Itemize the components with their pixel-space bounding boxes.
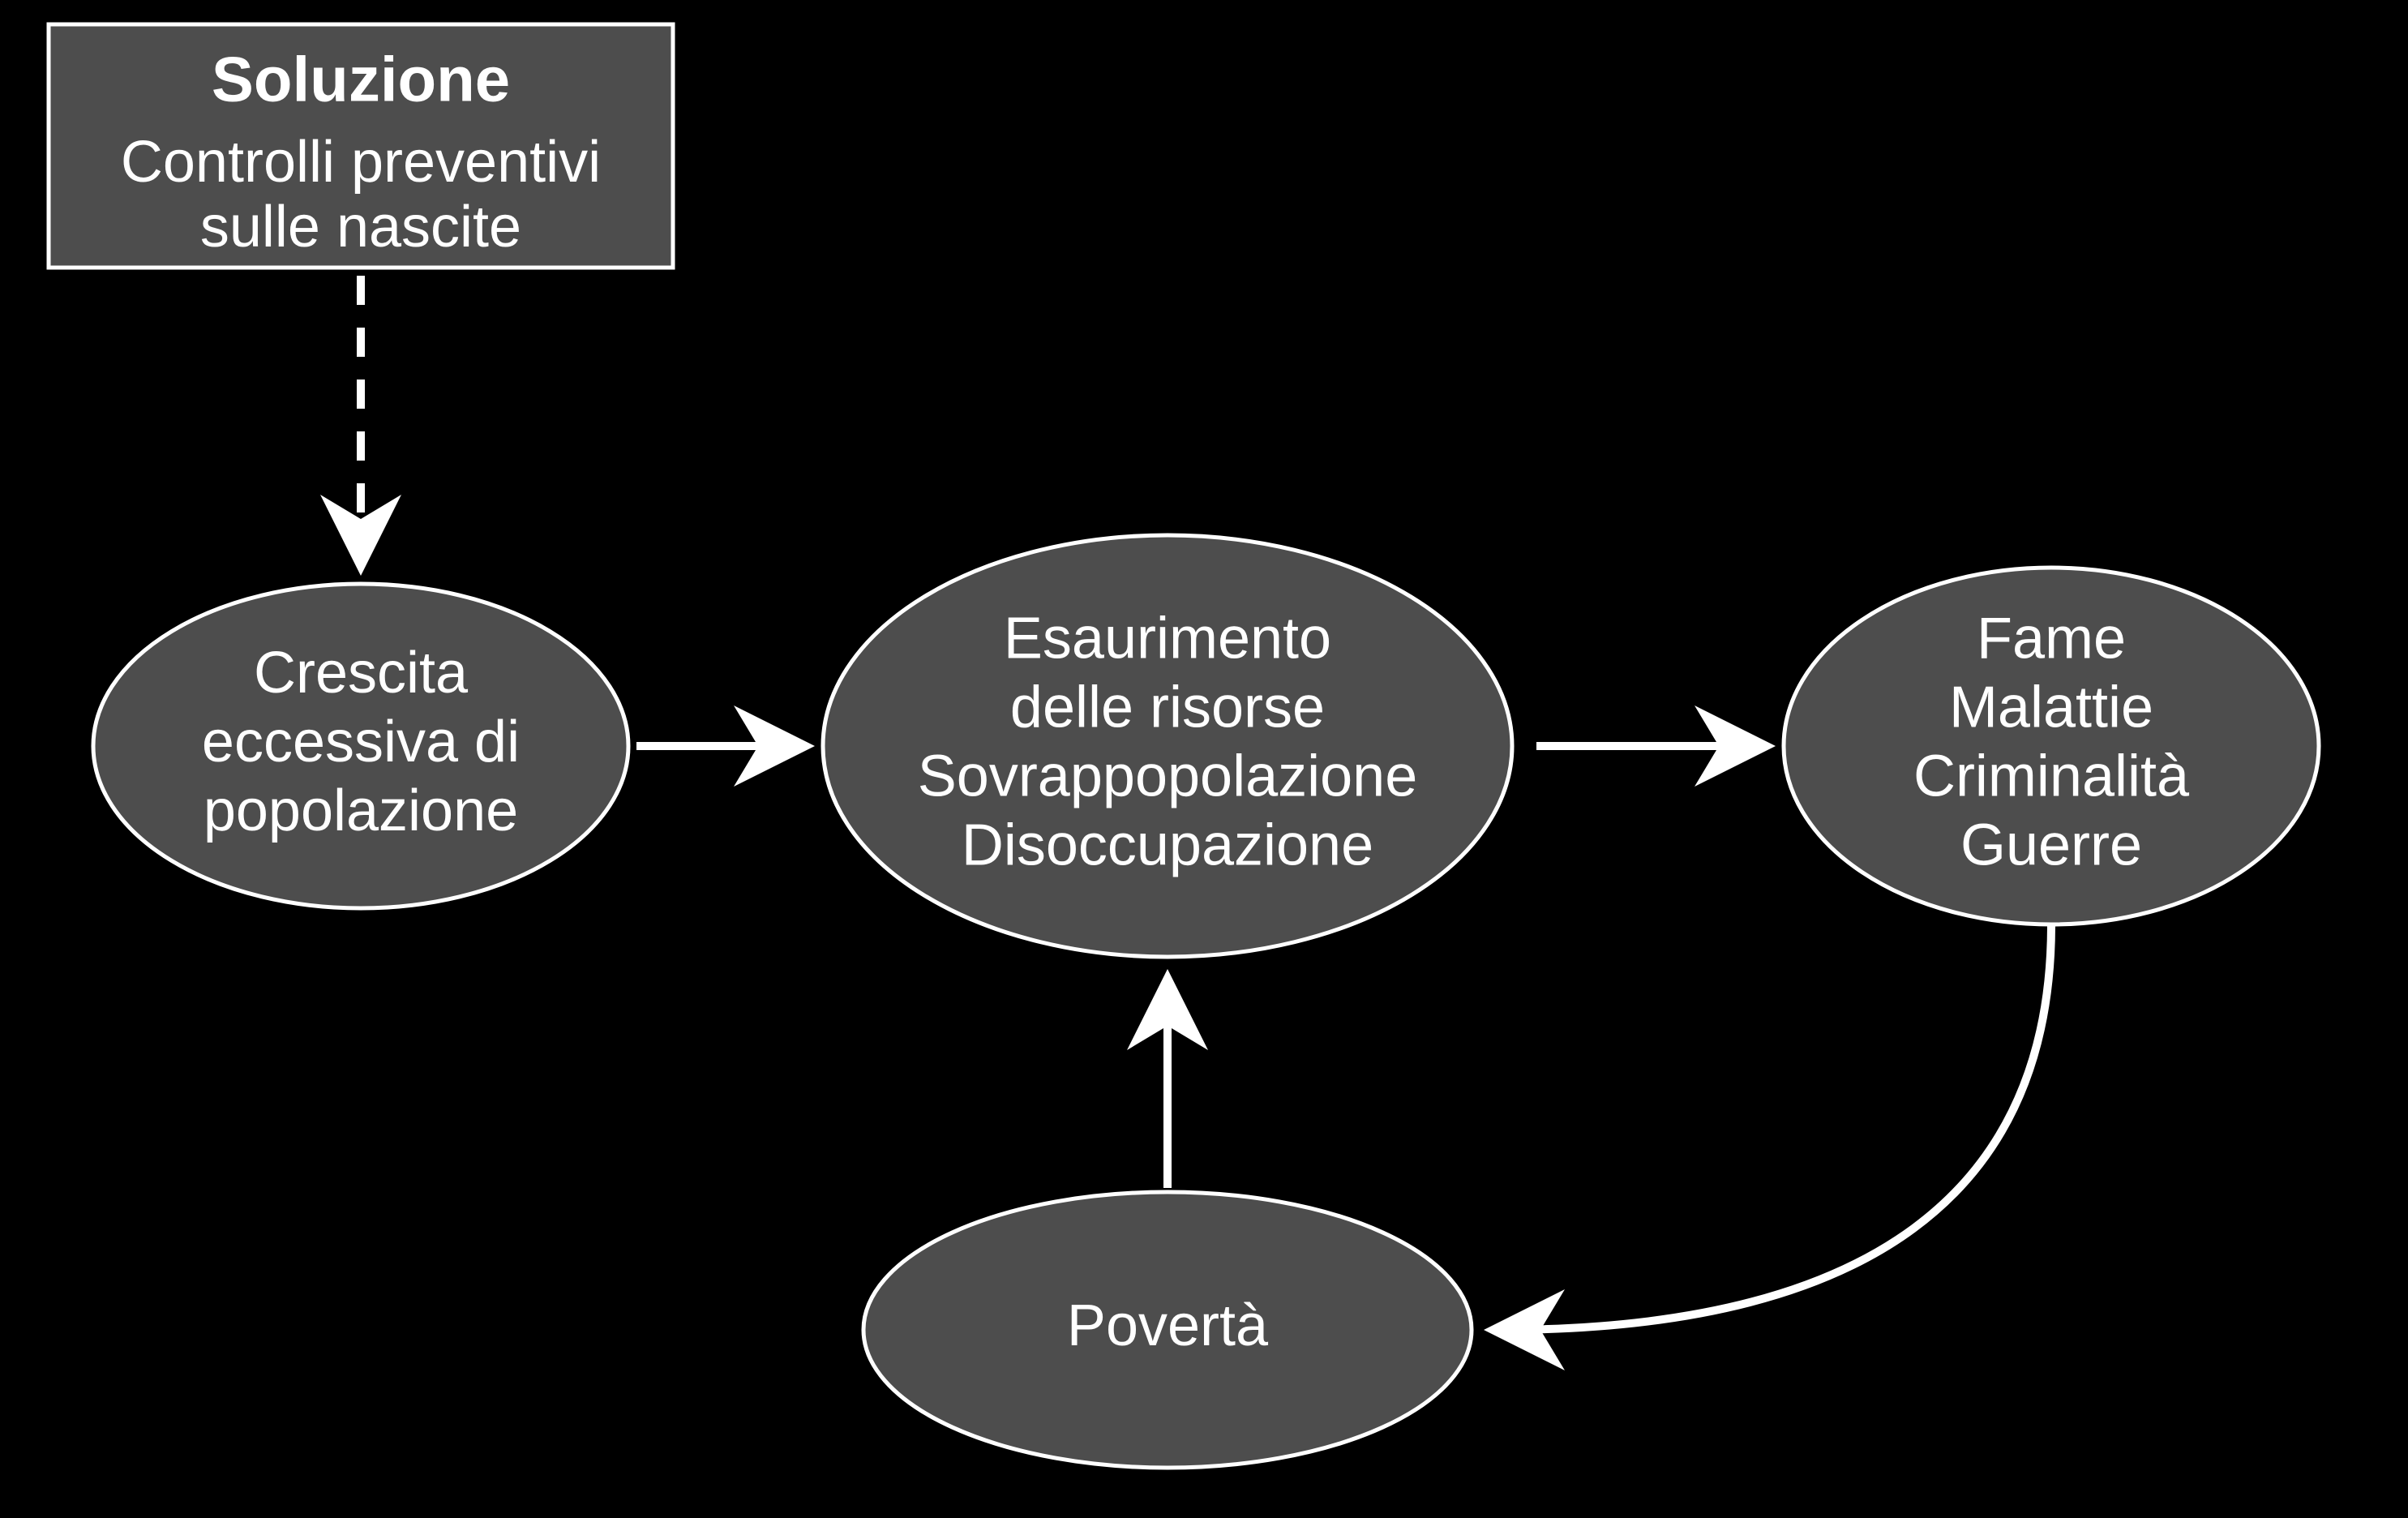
- edge-consequences-to-poverty: [1500, 924, 2051, 1330]
- node-solution-title: Soluzione: [212, 44, 510, 115]
- node-growth-line2: eccessiva di: [202, 710, 520, 774]
- node-solution-line1: Controlli preventivi: [121, 130, 601, 195]
- node-solution-line2: sulle nascite: [200, 195, 521, 259]
- node-growth-line1: Crescita: [254, 641, 469, 705]
- node-depletion-line4: Disoccupazione: [962, 813, 1373, 877]
- node-poverty-line1: Povertà: [1067, 1293, 1269, 1358]
- node-consequences-line4: Guerre: [1960, 813, 2142, 877]
- node-depletion-line1: Esaurimento: [1004, 607, 1331, 671]
- node-consequences-line3: Criminalità: [1913, 744, 2190, 808]
- node-growth-line3: popolazione: [204, 778, 518, 843]
- node-consequences-line1: Fame: [1977, 607, 2126, 671]
- node-depletion-line3: Sovrappopolazione: [918, 744, 1417, 808]
- node-consequences-line2: Malattie: [1949, 675, 2153, 740]
- node-depletion-line2: delle risorse: [1010, 675, 1325, 740]
